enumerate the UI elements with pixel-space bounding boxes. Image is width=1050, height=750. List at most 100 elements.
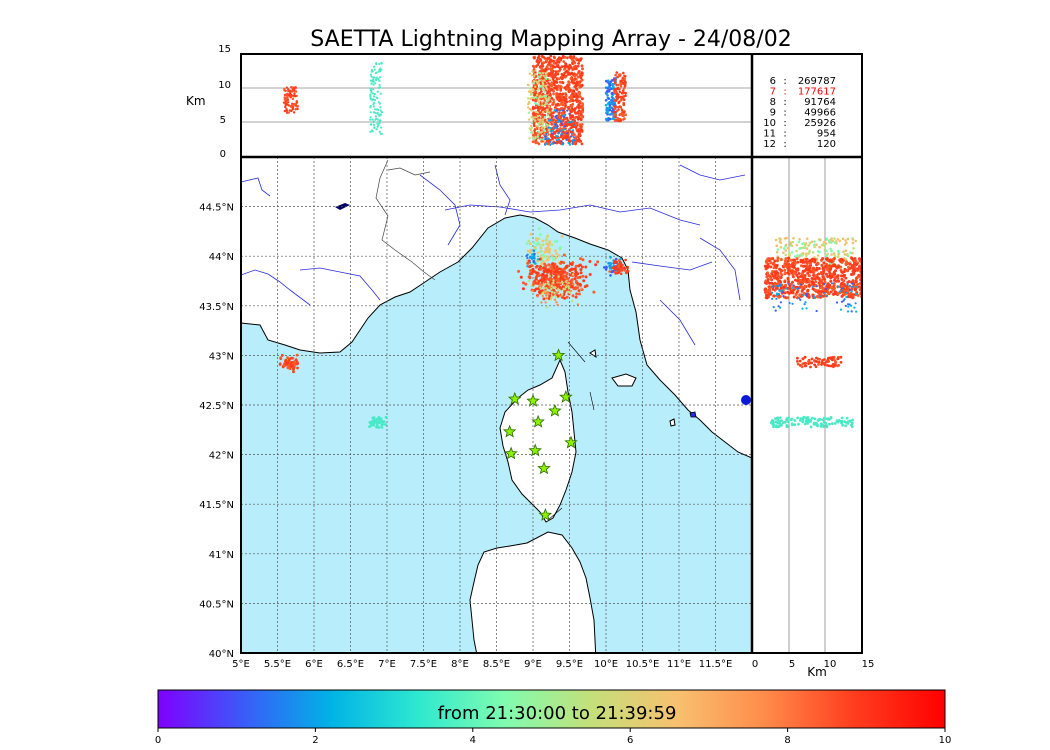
top-source: [537, 130, 540, 134]
side-source: [851, 296, 855, 300]
top-source: [372, 111, 375, 114]
side-source: [803, 361, 807, 365]
top-source: [611, 82, 615, 86]
side-source: [824, 360, 828, 364]
top-source: [612, 110, 616, 114]
side-source: [830, 253, 833, 256]
top-source: [378, 76, 382, 79]
lightning-source: [551, 290, 554, 293]
lightning-source: [534, 262, 537, 265]
top-source: [541, 101, 544, 104]
lightning-source: [581, 258, 585, 262]
top-source: [375, 96, 378, 99]
side-source: [801, 242, 804, 246]
side-source: [855, 310, 858, 313]
side-source: [779, 258, 783, 261]
top-source: [548, 118, 551, 121]
top-source: [291, 107, 294, 110]
lightning-source: [531, 253, 534, 256]
top-source: [558, 138, 561, 141]
side-source: [787, 280, 791, 283]
side-source: [768, 289, 772, 293]
side-source: [817, 360, 821, 364]
side-source: [820, 243, 824, 247]
top-source: [577, 116, 580, 120]
side-source: [825, 424, 829, 428]
top-source: [537, 142, 541, 146]
side-source: [772, 425, 775, 429]
lightning-source: [548, 294, 552, 298]
lat-tick-label: 43.5°N: [199, 302, 234, 313]
lightning-source: [570, 278, 574, 282]
lat-tick-label: 42°N: [209, 451, 234, 462]
top-ytick-15: 15: [218, 44, 231, 55]
top-source: [533, 116, 537, 119]
lightning-source: [561, 293, 564, 296]
lightning-source: [542, 297, 546, 301]
top-source: [605, 92, 608, 95]
lightning-source: [588, 260, 592, 263]
top-source: [557, 132, 560, 135]
side-source: [803, 274, 807, 277]
lightning-source: [530, 284, 533, 288]
top-source: [563, 86, 567, 90]
top-source: [542, 74, 545, 77]
top-source: [539, 72, 542, 75]
lightning-source: [603, 266, 606, 269]
lightning-source: [547, 277, 551, 281]
side-source: [815, 243, 818, 246]
top-source: [536, 58, 539, 62]
side-source: [814, 421, 818, 425]
lightning-source: [556, 277, 559, 281]
side-source: [802, 294, 805, 297]
top-source: [564, 62, 567, 65]
lightning-source: [585, 284, 589, 288]
top-source: [556, 102, 560, 106]
side-source: [818, 357, 821, 361]
top-source: [536, 114, 540, 118]
side-source: [774, 284, 777, 288]
side-source: [841, 423, 844, 427]
top-source: [291, 90, 294, 93]
lightning-source: [533, 257, 536, 260]
top-source: [572, 120, 575, 123]
lightning-source: [552, 279, 555, 282]
side-source: [843, 292, 847, 296]
side-source: [793, 271, 797, 275]
top-source: [372, 65, 376, 68]
side-source: [856, 282, 860, 286]
top-source: [551, 101, 555, 105]
count-separator: :: [783, 129, 786, 140]
top-source: [374, 82, 377, 85]
side-source: [811, 285, 814, 288]
side-source: [765, 295, 769, 299]
side-source: [829, 279, 833, 283]
side-source: [785, 425, 789, 428]
top-source: [576, 111, 579, 115]
top-source: [565, 138, 568, 141]
lightning-source: [531, 289, 534, 292]
top-source: [283, 89, 286, 92]
side-source: [840, 416, 844, 420]
top-source: [534, 85, 537, 88]
river-rhone: [241, 269, 311, 306]
lon-tick-label: 6.5°E: [337, 659, 364, 670]
lightning-source: [552, 286, 555, 289]
count-separator: :: [783, 87, 786, 98]
top-source: [565, 116, 569, 120]
lightning-source: [604, 268, 608, 271]
side-source: [845, 269, 849, 273]
lightning-source: [565, 295, 569, 299]
top-source: [620, 108, 624, 111]
top-source: [563, 99, 567, 103]
side-source: [807, 360, 810, 363]
top-source: [574, 94, 578, 98]
top-source: [531, 136, 534, 139]
top-source: [569, 77, 573, 81]
side-source: [803, 422, 807, 426]
top-source: [546, 114, 549, 117]
lightning-source: [557, 288, 560, 291]
river-tiber: [699, 237, 741, 301]
top-ylabel: Km: [186, 94, 206, 108]
lightning-source: [588, 273, 592, 276]
